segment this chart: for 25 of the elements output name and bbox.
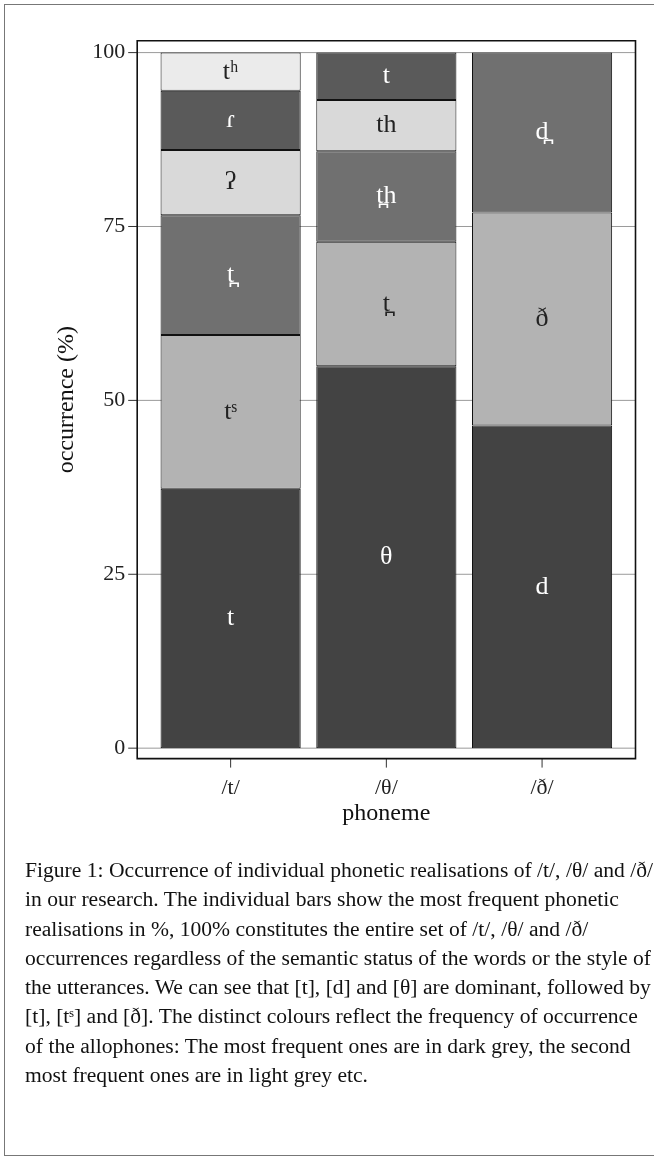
x-tick-label: /ð/ [530, 773, 555, 799]
data-label: d [535, 570, 549, 600]
data-label: θ [380, 541, 393, 571]
x-tick-label: /t/ [221, 773, 241, 799]
data-label: tʰ [222, 55, 239, 85]
data-label: th [376, 109, 397, 139]
caption: Figure 1: Occurrence of individual phonetic realisations of /t/, /θ/ and /ð/ in our research. The individual bars show the most frequent phonetic realisations in %, 100% constitutes the entire set of /t/, /θ/ and /ð/ occurrences regardless of the semantic status of the words or the style of the utterances. We can see that [t], [d] and [θ] are dominant, followed by [t], [tˢ] and [ð]. The distinct colours reflect the frequency of occurrence of the allophones: The most frequent ones are in dark grey, the second most frequent ones are in light grey etc. [25, 857, 654, 1090]
y-tick-label: 25 [103, 560, 126, 586]
data-label: t [227, 602, 236, 632]
data-label: d̪ [535, 116, 554, 146]
data-label: ɾ [226, 104, 235, 134]
data-label: t̪ [382, 287, 395, 317]
y-tick-label: 75 [103, 212, 126, 238]
y-tick-label: 100 [92, 38, 126, 64]
data-label: t [382, 60, 391, 90]
data-label: t̪h [376, 180, 397, 210]
data-label: ʔ [224, 166, 237, 196]
x-tick-label: /θ/ [374, 773, 399, 799]
x-axis-title: phoneme [342, 798, 431, 825]
y-tick-label: 0 [114, 733, 126, 759]
y-tick-label: 50 [103, 386, 126, 412]
data-label: tˢ [224, 395, 238, 425]
data-label: ð [535, 302, 549, 332]
y-axis-title: occurrence (%) [51, 326, 78, 474]
data-label: t̪ [227, 259, 240, 289]
